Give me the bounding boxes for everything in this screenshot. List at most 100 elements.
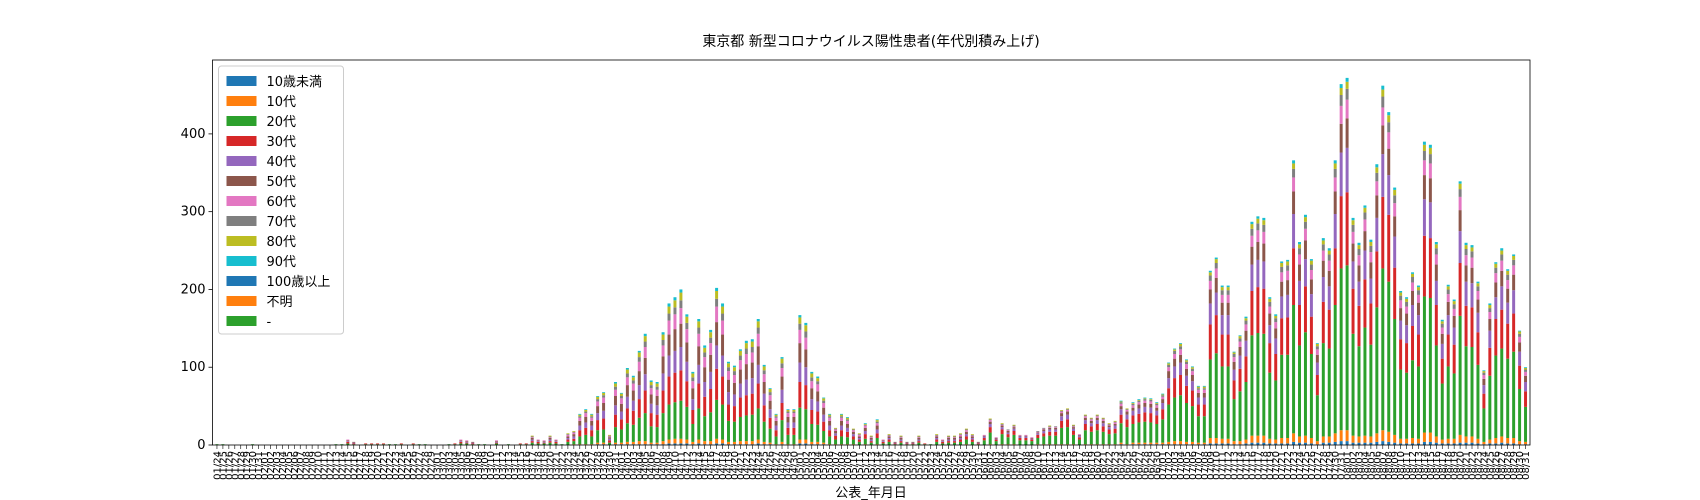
bar-segment: [1309, 443, 1313, 445]
legend-swatch: [226, 236, 257, 246]
bar-segment: [1327, 309, 1331, 349]
bar-segment: [1161, 419, 1165, 443]
bar-segment: [780, 376, 784, 390]
bar-segment: [608, 436, 612, 438]
bar-segment: [602, 395, 606, 398]
bar-segment: [798, 317, 802, 324]
bar-segment: [1476, 291, 1480, 300]
bar-segment: [845, 431, 849, 438]
bar-segment: [1256, 442, 1260, 445]
x-tick-label: 08/10: [1396, 451, 1407, 480]
bar-segment: [548, 435, 552, 437]
x-tick-label: 04/30: [789, 451, 800, 480]
x-tick-label: 01/27: [230, 451, 241, 480]
bar-segment: [845, 424, 849, 428]
bar-segment: [1226, 438, 1230, 444]
bar-segment: [691, 424, 695, 442]
bar-segment: [584, 409, 588, 410]
bar-segment: [1428, 202, 1432, 239]
bar-segment: [899, 436, 903, 438]
bar-segment: [1167, 388, 1171, 405]
bar-segment: [756, 333, 760, 347]
bar-segment: [703, 345, 707, 348]
x-tick-label: 05/15: [879, 451, 890, 480]
bar-segment: [1303, 217, 1307, 222]
x-tick-label: 02/09: [308, 451, 319, 480]
bar-segment: [1524, 382, 1528, 392]
bar-segment: [1286, 280, 1290, 295]
bar-segment: [697, 321, 701, 328]
bar-segment: [1119, 401, 1123, 403]
bar-segment: [1351, 224, 1355, 232]
bar-segment: [1357, 305, 1361, 347]
bar-segment: [1238, 355, 1242, 369]
bar-segment: [875, 419, 879, 421]
bar-segment: [1298, 264, 1301, 281]
bar-segment: [1119, 423, 1123, 443]
bar-segment: [703, 382, 707, 397]
bar-segment: [828, 425, 832, 431]
bar-segment: [1173, 349, 1177, 351]
x-tick-label: 04/06: [647, 451, 658, 480]
bar-segment: [613, 414, 617, 428]
bar-segment: [958, 439, 962, 442]
bar-segment: [1131, 442, 1135, 445]
bar-segment: [1298, 244, 1301, 249]
bar-segment: [1357, 265, 1361, 282]
bar-segment: [1095, 416, 1099, 418]
x-tick-label: 02/24: [397, 451, 408, 480]
bar-segment: [1006, 432, 1010, 435]
bar-segment: [625, 385, 629, 397]
bar-segment: [655, 386, 659, 390]
bar-segment: [1143, 442, 1147, 445]
bar-segment: [1327, 436, 1331, 443]
bar-segment: [1351, 333, 1355, 436]
bar-segment: [1155, 415, 1159, 424]
x-tick-label: 05/06: [825, 451, 836, 480]
bar-segment: [1488, 439, 1492, 444]
bar-segment: [1369, 344, 1373, 437]
bar-segment: [697, 346, 701, 365]
bar-segment: [1208, 443, 1212, 445]
x-tick-label: 03/05: [456, 451, 467, 480]
bar-segment: [857, 434, 861, 437]
bar-segment: [1345, 430, 1349, 442]
bar-segment: [1024, 440, 1028, 445]
bar-segment: [625, 369, 629, 374]
bar-segment: [792, 422, 796, 428]
bar-segment: [756, 408, 760, 440]
bar-segment: [1518, 351, 1522, 366]
bar-segment: [732, 371, 736, 375]
x-tick-label: 06/11: [1039, 451, 1050, 480]
bar-segment: [566, 434, 570, 435]
bar-segment: [1309, 438, 1313, 444]
bar-segment: [1446, 289, 1450, 295]
bar-segment: [875, 429, 879, 434]
bar-segment: [750, 352, 754, 363]
bar-segment: [863, 423, 867, 424]
bar-segment: [1333, 177, 1337, 192]
legend-label: 10歳未満: [267, 75, 323, 90]
bar-segment: [673, 314, 677, 330]
bar-segment: [602, 429, 606, 443]
bar-segment: [578, 414, 582, 417]
bar-segment: [643, 347, 647, 358]
bar-segment: [750, 347, 754, 353]
bar-segment: [1268, 325, 1272, 344]
bar-segment: [596, 396, 600, 397]
x-tick-label: 08/06: [1372, 451, 1383, 480]
bar-segment: [768, 400, 772, 410]
bar-segment: [1173, 358, 1177, 367]
bar-segment: [792, 413, 796, 417]
bar-segment: [1452, 301, 1456, 305]
legend-label: 不明: [267, 295, 293, 310]
bar-segment: [923, 443, 927, 445]
bar-segment: [631, 410, 635, 425]
bar-segment: [1089, 426, 1093, 432]
bar-segment: [1434, 436, 1438, 443]
bar-segment: [1232, 351, 1236, 353]
bar-segment: [1107, 425, 1111, 428]
bar-segment: [1482, 371, 1486, 373]
bar-segment: [1369, 239, 1373, 242]
